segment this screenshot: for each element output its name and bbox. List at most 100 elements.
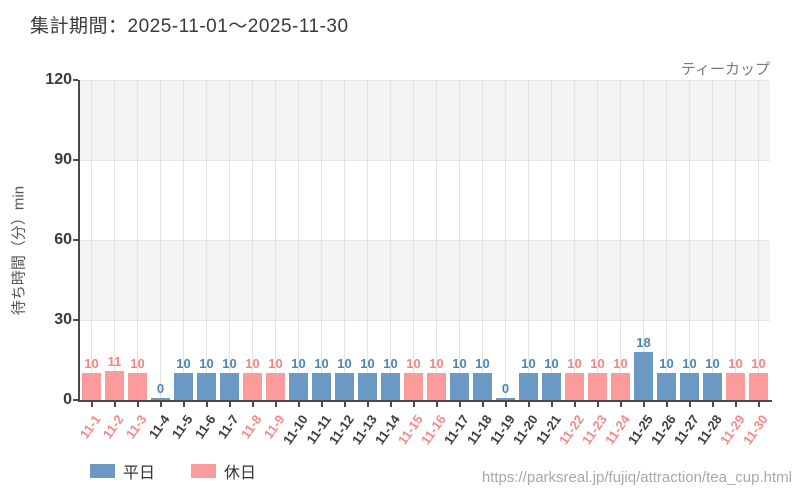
bar-slot: 10 11-10 <box>280 80 311 447</box>
x-axis-tick <box>482 402 484 407</box>
bar <box>588 373 607 400</box>
x-axis-tick <box>551 402 553 407</box>
bar-slot: 10 11-16 <box>418 80 449 447</box>
x-tick-label: 11-6 <box>191 412 219 442</box>
bar <box>726 373 745 400</box>
vertical-gridline <box>275 80 276 400</box>
y-tick-label: 60 <box>54 231 72 248</box>
vertical-gridline <box>459 80 460 400</box>
vertical-gridline <box>298 80 299 400</box>
y-axis-tick <box>73 159 78 161</box>
vertical-gridline <box>758 80 759 400</box>
report-period-title: 集計期間：2025-11-01〜2025-11-30 <box>30 16 349 37</box>
bar <box>151 398 170 400</box>
bar-slot: 10 11-13 <box>349 80 380 447</box>
bar <box>519 373 538 400</box>
bar-value-label: 0 <box>501 381 510 396</box>
y-axis-tick <box>73 79 78 81</box>
bar-value-label: 10 <box>314 356 329 372</box>
bar-slot: 10 11-30 <box>740 80 771 447</box>
x-axis-tick <box>344 402 346 407</box>
vertical-gridline <box>229 80 230 400</box>
x-axis-line <box>78 400 772 402</box>
bar-slot: 10 11-6 <box>192 80 219 441</box>
x-axis-tick <box>390 402 392 407</box>
bar <box>542 373 561 400</box>
vertical-gridline <box>528 80 529 400</box>
bar <box>174 373 193 400</box>
vertical-gridline <box>505 80 506 400</box>
bar-slot: 10 11-9 <box>261 80 288 441</box>
x-axis-tick <box>620 402 622 407</box>
vertical-gridline <box>137 80 138 400</box>
bar-value-label: 10 <box>475 356 490 372</box>
x-axis-tick <box>735 402 737 407</box>
bar-value-label: 10 <box>268 356 283 372</box>
vertical-gridline <box>344 80 345 400</box>
bar-slot: 10 11-3 <box>123 80 150 441</box>
y-tick-label: 0 <box>63 391 72 408</box>
x-tick-label: 11-7 <box>214 412 242 442</box>
vertical-gridline <box>482 80 483 400</box>
bar-slot: 11 11-2 <box>100 80 127 441</box>
y-tick-label: 30 <box>54 311 72 328</box>
bar-slot: 10 11-17 <box>441 80 472 447</box>
bar-value-label: 10 <box>130 356 145 372</box>
bar-slot: 10 11-27 <box>671 80 702 447</box>
vertical-gridline <box>735 80 736 400</box>
bar-value-label: 10 <box>567 356 582 372</box>
bar <box>312 373 331 400</box>
y-axis-tick <box>73 239 78 241</box>
bar-slot: 10 11-18 <box>464 80 495 447</box>
bar-value-label: 10 <box>222 356 237 372</box>
bar-slot: 10 11-23 <box>579 80 610 447</box>
bar-value-label: 10 <box>705 356 720 372</box>
x-tick-label: 11-1 <box>76 412 104 442</box>
bar-slot: 10 11-5 <box>169 80 196 441</box>
x-tick-label: 11-5 <box>168 412 196 442</box>
bar-slot: 10 11-28 <box>694 80 725 447</box>
bar-slot: 10 11-15 <box>395 80 426 447</box>
y-tick-label: 90 <box>54 151 72 168</box>
plot-band <box>80 80 770 160</box>
x-axis-tick <box>321 402 323 407</box>
x-axis-tick <box>758 402 760 407</box>
bar-value-label: 0 <box>156 381 165 396</box>
x-axis-tick <box>597 402 599 407</box>
x-axis-tick <box>275 402 277 407</box>
x-tick-label: 11-10 <box>279 412 311 448</box>
vertical-gridline <box>413 80 414 400</box>
legend-item: 休日 <box>191 459 256 483</box>
bar <box>266 373 285 400</box>
horizontal-gridline <box>80 80 770 81</box>
bar-slot: 10 11-11 <box>303 80 334 447</box>
x-axis-tick <box>528 402 530 407</box>
x-axis-tick <box>137 402 139 407</box>
vertical-gridline <box>436 80 437 400</box>
vertical-gridline <box>367 80 368 400</box>
bar-slot: 10 11-7 <box>215 80 242 441</box>
bar <box>358 373 377 400</box>
bar-value-label: 10 <box>84 356 99 372</box>
bar <box>381 373 400 400</box>
bar-slot: 0 11-19 <box>487 80 518 447</box>
vertical-gridline <box>114 80 115 400</box>
bar-slot: 18 11-25 <box>625 80 656 447</box>
bar <box>289 373 308 400</box>
legend-item: 平日 <box>90 459 155 483</box>
plot-band <box>80 240 770 320</box>
vertical-gridline <box>643 80 644 400</box>
bar <box>565 373 584 400</box>
y-axis-line <box>78 80 80 402</box>
bar <box>634 352 653 400</box>
legend: 平日 休日 <box>90 459 256 483</box>
bar <box>335 373 354 400</box>
x-axis-tick <box>574 402 576 407</box>
bar <box>749 373 768 400</box>
x-axis-tick <box>712 402 714 407</box>
legend-label: 平日 <box>123 465 156 482</box>
bar-value-label: 10 <box>291 356 306 372</box>
horizontal-gridline <box>80 160 770 161</box>
bar-value-label: 10 <box>176 356 191 372</box>
